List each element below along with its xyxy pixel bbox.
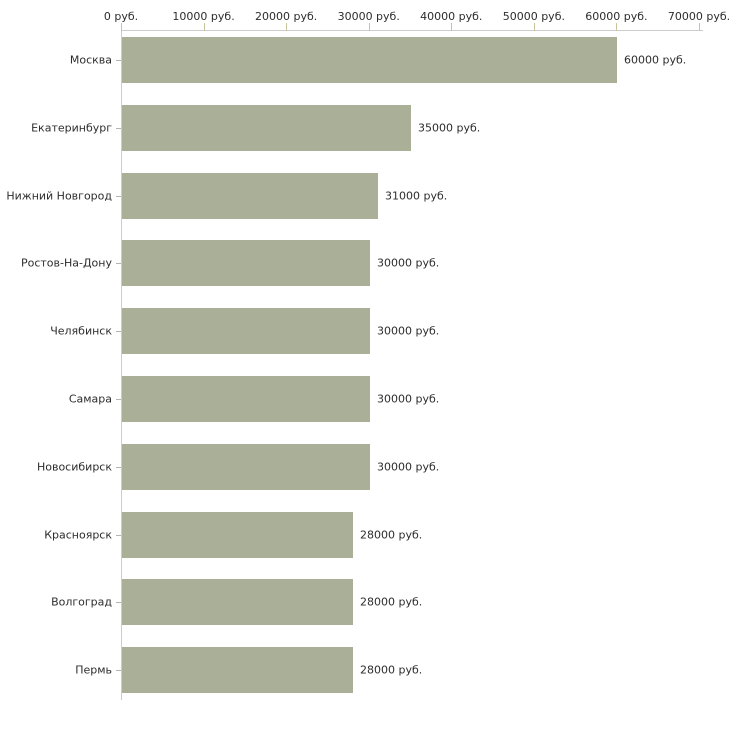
category-tick xyxy=(116,60,121,61)
bar xyxy=(122,240,370,286)
value-label: 30000 руб. xyxy=(377,256,440,270)
category-tick xyxy=(116,534,121,536)
bar xyxy=(122,647,353,693)
bar xyxy=(122,444,370,490)
y-axis-line xyxy=(121,30,122,700)
x-axis-tick xyxy=(451,23,453,31)
category-tick xyxy=(116,195,121,197)
value-label: 28000 руб. xyxy=(360,528,423,542)
bar xyxy=(122,37,617,83)
x-axis-tick xyxy=(203,23,205,31)
x-axis-tick-label: 30000 руб. xyxy=(337,10,400,23)
bar xyxy=(122,579,353,625)
x-axis-tick xyxy=(699,23,700,31)
x-axis-tick-label: 60000 руб. xyxy=(585,10,648,23)
bar xyxy=(122,105,411,151)
category-label: Новосибирск xyxy=(36,460,112,474)
value-label: 28000 руб. xyxy=(360,595,423,609)
x-axis-tick-label: 10000 руб. xyxy=(172,10,235,23)
value-label: 35000 руб. xyxy=(418,121,481,135)
category-label: Екатеринбург xyxy=(31,121,112,135)
category-tick xyxy=(116,263,121,265)
category-label: Пермь xyxy=(75,663,112,677)
category-tick xyxy=(116,331,121,333)
bar xyxy=(122,308,370,354)
x-axis-tick-label: 70000 руб. xyxy=(667,10,730,23)
value-label: 30000 руб. xyxy=(377,460,440,474)
category-label: Ростов-На-Дону xyxy=(20,256,112,270)
x-axis-line xyxy=(121,30,703,31)
value-label: 31000 руб. xyxy=(385,189,448,203)
x-axis-tick xyxy=(533,23,535,31)
category-label: Челябинск xyxy=(50,324,112,338)
category-tick xyxy=(116,399,121,400)
bar xyxy=(122,173,378,219)
category-label: Москва xyxy=(69,53,112,67)
x-axis-tick-label: 20000 руб. xyxy=(255,10,318,23)
value-label: 30000 руб. xyxy=(377,324,440,338)
category-label: Самара xyxy=(68,392,112,406)
bar xyxy=(122,512,353,558)
category-tick xyxy=(116,602,121,604)
category-tick xyxy=(116,670,121,672)
category-tick xyxy=(116,466,121,468)
category-label: Волгоград xyxy=(51,595,112,609)
x-axis-tick-label: 50000 руб. xyxy=(502,10,565,23)
value-label: 28000 руб. xyxy=(360,663,423,677)
x-axis-tick xyxy=(121,23,122,31)
x-axis-tick xyxy=(286,23,288,31)
value-label: 30000 руб. xyxy=(377,392,440,406)
category-label: Нижний Новгород xyxy=(6,189,112,203)
x-axis-tick-label: 40000 руб. xyxy=(420,10,483,23)
value-label: 60000 руб. xyxy=(624,53,687,67)
category-label: Красноярск xyxy=(44,528,112,542)
bar xyxy=(122,376,370,422)
x-axis-tick-label: 0 руб. xyxy=(103,10,139,23)
x-axis-tick xyxy=(368,23,370,31)
x-axis-tick xyxy=(616,23,618,31)
category-tick xyxy=(116,127,121,129)
